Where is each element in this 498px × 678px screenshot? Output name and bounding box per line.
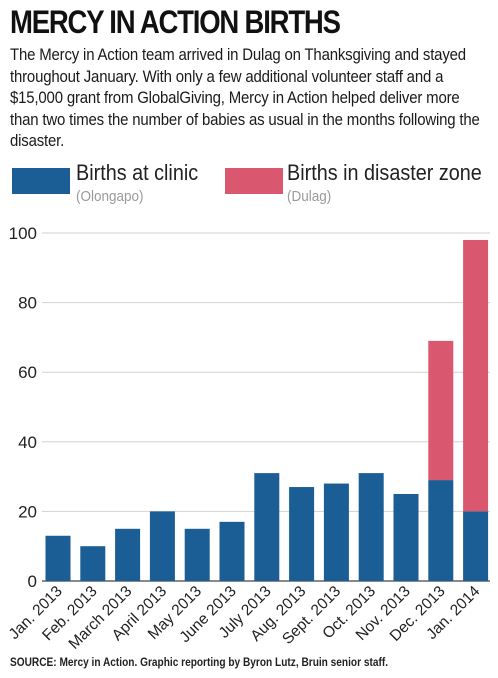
- bar-clinic: [428, 480, 454, 581]
- legend-label-disaster: Births in disaster zone: [287, 160, 482, 185]
- bar-clinic: [219, 521, 245, 581]
- bar-clinic: [80, 546, 106, 581]
- chart-title: MERCY IN ACTION BIRTHS: [10, 4, 341, 40]
- source-note: SOURCE: Mercy in Action. Graphic reporti…: [10, 657, 389, 669]
- y-tick-label: 100: [9, 224, 37, 243]
- y-tick-label: 80: [18, 294, 37, 313]
- bar-clinic: [463, 511, 489, 581]
- y-tick-label: 60: [18, 363, 37, 382]
- bar-clinic: [45, 535, 71, 581]
- bar-clinic: [254, 473, 280, 581]
- bar-clinic: [358, 473, 384, 581]
- bar-clinic: [289, 487, 315, 581]
- bar-clinic: [149, 511, 175, 581]
- intro-text: The Mercy in Action team arrived in Dula…: [10, 45, 480, 150]
- bar-disaster: [463, 239, 489, 512]
- bar-clinic: [393, 494, 419, 581]
- legend-label-clinic: Births at clinic: [76, 160, 199, 185]
- legend-swatch-disaster: [225, 168, 283, 194]
- bar-clinic: [115, 528, 141, 581]
- y-tick-label: 40: [18, 433, 37, 452]
- y-tick-label: 20: [18, 502, 37, 521]
- y-tick-label: 0: [28, 572, 37, 591]
- bar-clinic: [184, 528, 210, 581]
- legend-swatch-clinic: [12, 168, 70, 194]
- bar-disaster: [428, 340, 454, 481]
- legend-sublabel-disaster: (Dulag): [287, 188, 332, 205]
- legend-sublabel-clinic: (Olongapo): [76, 188, 144, 205]
- bar-clinic: [323, 483, 349, 581]
